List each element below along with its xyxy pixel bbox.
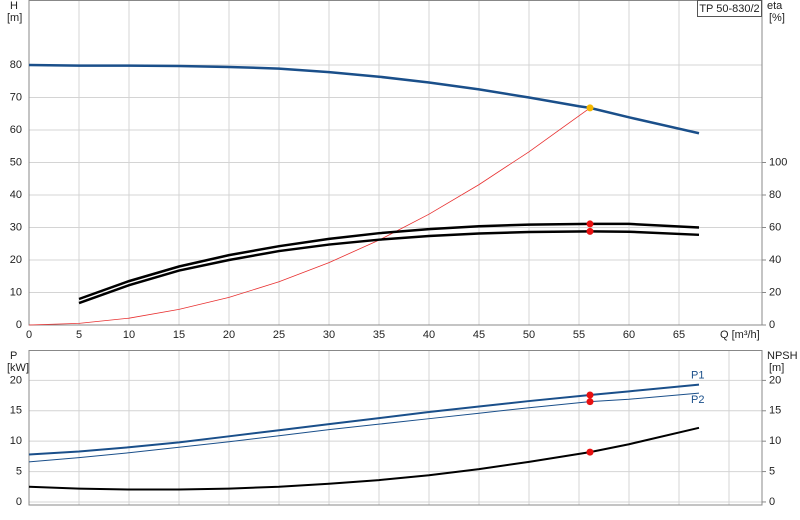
y2-tick-label: 0 [769,319,775,331]
y-unit: [kW] [7,362,29,374]
x-tick-label: 60 [623,329,635,341]
duty-point [586,398,594,406]
chart-title: TP 50-830/2 [699,3,759,15]
x-tick-label: 30 [323,329,335,341]
plot-frame [28,0,763,326]
curve [28,426,700,491]
curve [28,107,591,326]
x-tick-label: 40 [423,329,435,341]
title-box [697,0,762,17]
y-tick-label: 0 [16,496,22,508]
x-tick-label: 25 [273,329,285,341]
y2-tick-label: 10 [769,435,781,447]
curve [28,392,700,463]
x-tick-label: 45 [473,329,485,341]
y-unit: [m] [7,12,22,24]
y-tick-label: 10 [10,435,22,447]
curve [28,63,700,135]
y2-tick-label: 5 [769,465,775,477]
duty-point [586,104,594,112]
x-tick-label: 65 [673,329,685,341]
y-label: H [10,0,18,12]
y2-tick-label: 60 [769,221,781,233]
y-tick-label: 10 [10,286,22,298]
y2-tick-label: 40 [769,254,781,266]
y2-tick-label: 20 [769,374,781,386]
duty-point [586,448,594,456]
x-tick-label: 15 [173,329,185,341]
y2-label: eta [767,0,783,12]
plot-frame [28,350,763,506]
y-tick-label: 80 [10,59,22,71]
y2-tick-label: 80 [769,189,781,201]
x-tick-label: 55 [573,329,585,341]
x-tick-label: 10 [123,329,135,341]
x-tick-label: 35 [373,329,385,341]
x-tick-label: 0 [26,329,32,341]
y-tick-label: 15 [10,405,22,417]
curve [28,383,700,456]
duty-point [586,391,594,399]
x-tick-label: 50 [523,329,535,341]
duty-point [586,227,594,235]
y2-tick-label: 0 [769,496,775,508]
y2-tick-label: 15 [769,405,781,417]
y-tick-label: 5 [16,465,22,477]
y-tick-label: 30 [10,221,22,233]
y2-tick-label: 20 [769,286,781,298]
y-tick-label: 20 [10,254,22,266]
y2-unit: [m] [769,362,784,374]
y2-tick-label: 100 [769,156,787,168]
series-label: P1 [691,370,704,382]
y-tick-label: 50 [10,156,22,168]
y-tick-label: 20 [10,374,22,386]
series-label: P2 [691,394,704,406]
x-label: Q [m³/h] [720,329,760,341]
x-tick-label: 5 [76,329,82,341]
y2-label: NPSH [767,350,798,362]
y-tick-label: 70 [10,91,22,103]
y-tick-label: 40 [10,189,22,201]
y-tick-label: 60 [10,124,22,136]
duty-point [586,220,594,228]
x-tick-label: 20 [223,329,235,341]
y-tick-label: 0 [16,319,22,331]
y2-unit: [%] [769,12,785,24]
y-label: P [10,350,17,362]
